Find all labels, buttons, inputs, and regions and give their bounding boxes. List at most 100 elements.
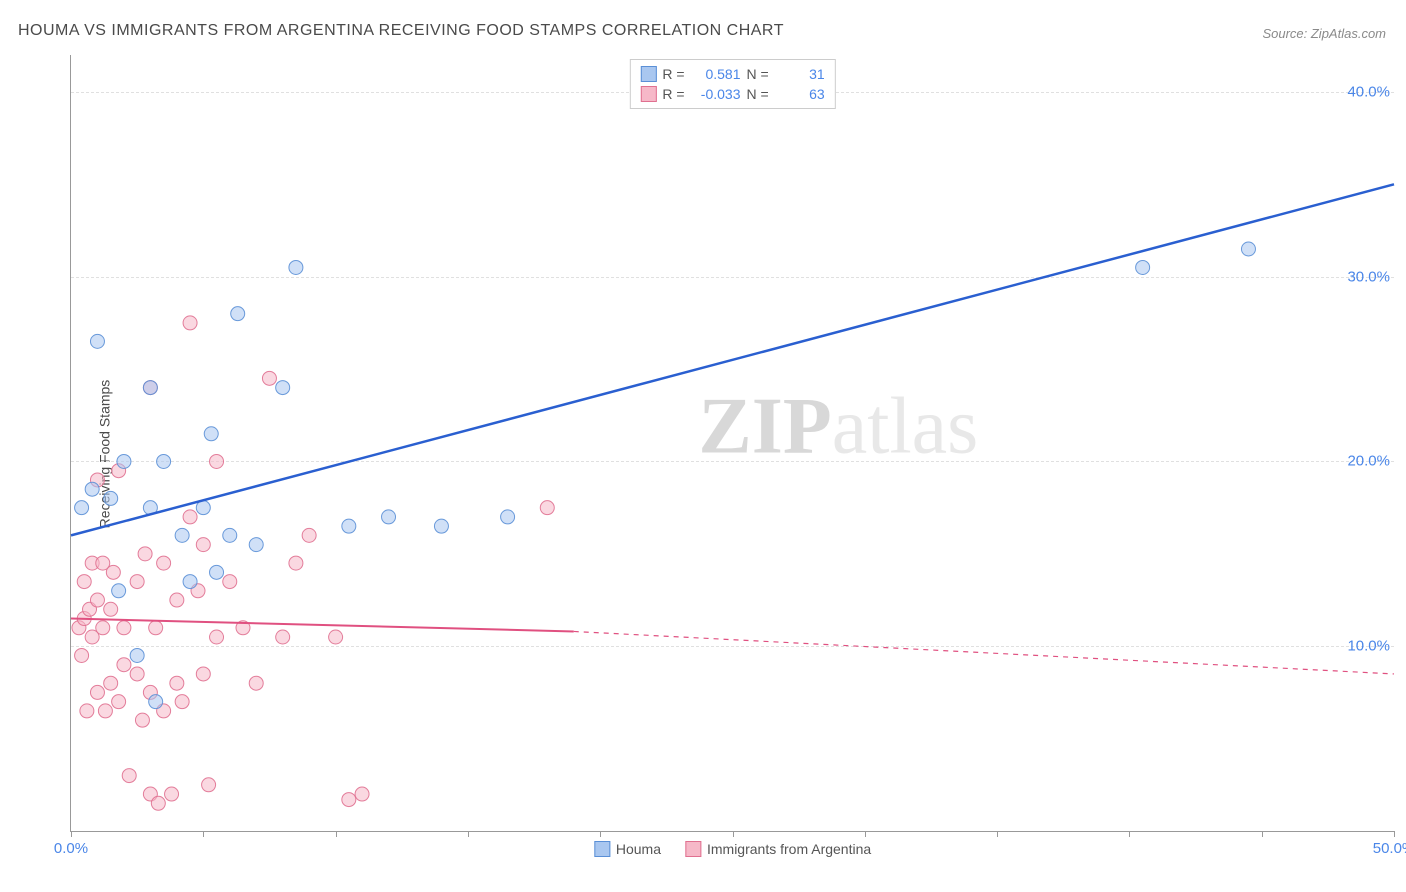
series-legend: Houma Immigrants from Argentina xyxy=(594,841,871,857)
scatter-point xyxy=(540,501,554,515)
x-tick xyxy=(600,831,601,837)
scatter-point xyxy=(149,695,163,709)
scatter-point xyxy=(196,667,210,681)
scatter-point xyxy=(75,648,89,662)
scatter-point xyxy=(170,593,184,607)
scatter-point xyxy=(96,621,110,635)
scatter-point xyxy=(276,381,290,395)
scatter-point xyxy=(249,676,263,690)
scatter-point xyxy=(231,307,245,321)
scatter-point xyxy=(175,528,189,542)
scatter-point xyxy=(104,676,118,690)
scatter-point xyxy=(80,704,94,718)
n-label: N = xyxy=(747,66,769,82)
swatch-pink xyxy=(685,841,701,857)
correlation-legend: R = 0.581 N = 31 R = -0.033 N = 63 xyxy=(629,59,835,109)
plot-region: ZIPatlas 10.0%20.0%30.0%40.0% 0.0%50.0% … xyxy=(70,55,1394,832)
scatter-point xyxy=(196,538,210,552)
x-tick xyxy=(71,831,72,837)
legend-item-argentina: Immigrants from Argentina xyxy=(685,841,871,857)
scatter-point xyxy=(112,695,126,709)
x-tick xyxy=(1129,831,1130,837)
scatter-point xyxy=(104,602,118,616)
scatter-point xyxy=(1136,260,1150,274)
x-tick xyxy=(336,831,337,837)
scatter-point xyxy=(210,454,224,468)
legend-label-houma: Houma xyxy=(616,841,661,857)
x-tick xyxy=(203,831,204,837)
scatter-point xyxy=(382,510,396,524)
scatter-point xyxy=(202,778,216,792)
scatter-point xyxy=(104,491,118,505)
scatter-point xyxy=(210,565,224,579)
scatter-point xyxy=(342,519,356,533)
r-label: R = xyxy=(662,86,684,102)
scatter-point xyxy=(130,667,144,681)
x-tick-label: 0.0% xyxy=(54,840,88,857)
scatter-point xyxy=(434,519,448,533)
x-tick-label: 50.0% xyxy=(1373,840,1406,857)
chart-area: Receiving Food Stamps ZIPatlas 10.0%20.0… xyxy=(50,55,1394,852)
scatter-point xyxy=(165,787,179,801)
scatter-point xyxy=(355,787,369,801)
scatter-point xyxy=(117,658,131,672)
scatter-point xyxy=(183,575,197,589)
swatch-pink xyxy=(640,86,656,102)
scatter-point xyxy=(175,695,189,709)
scatter-point xyxy=(90,685,104,699)
scatter-point xyxy=(223,528,237,542)
scatter-point xyxy=(143,381,157,395)
scatter-point xyxy=(276,630,290,644)
scatter-point xyxy=(329,630,343,644)
legend-label-argentina: Immigrants from Argentina xyxy=(707,841,871,857)
scatter-point xyxy=(135,713,149,727)
scatter-point xyxy=(210,630,224,644)
scatter-point xyxy=(90,334,104,348)
scatter-point xyxy=(151,796,165,810)
scatter-point xyxy=(342,793,356,807)
scatter-point xyxy=(77,575,91,589)
scatter-point xyxy=(157,556,171,570)
scatter-point xyxy=(289,556,303,570)
n-value-argentina: 63 xyxy=(775,86,825,102)
r-label: R = xyxy=(662,66,684,82)
swatch-blue xyxy=(594,841,610,857)
scatter-point xyxy=(130,648,144,662)
source-attribution: Source: ZipAtlas.com xyxy=(1262,26,1386,41)
scatter-point xyxy=(501,510,515,524)
r-value-argentina: -0.033 xyxy=(691,86,741,102)
scatter-point xyxy=(302,528,316,542)
scatter-point xyxy=(106,565,120,579)
x-tick xyxy=(865,831,866,837)
legend-row-houma: R = 0.581 N = 31 xyxy=(640,64,824,84)
x-tick xyxy=(733,831,734,837)
scatter-point xyxy=(157,454,171,468)
scatter-point xyxy=(75,501,89,515)
trend-line xyxy=(574,631,1394,673)
scatter-point xyxy=(117,621,131,635)
trend-line xyxy=(71,184,1394,535)
x-tick xyxy=(997,831,998,837)
scatter-point xyxy=(85,482,99,496)
r-value-houma: 0.581 xyxy=(691,66,741,82)
scatter-point xyxy=(249,538,263,552)
scatter-point xyxy=(122,769,136,783)
scatter-point xyxy=(138,547,152,561)
scatter-point xyxy=(262,371,276,385)
scatter-point xyxy=(130,575,144,589)
chart-title: HOUMA VS IMMIGRANTS FROM ARGENTINA RECEI… xyxy=(18,22,784,40)
scatter-point xyxy=(183,510,197,524)
scatter-point xyxy=(98,704,112,718)
x-tick xyxy=(468,831,469,837)
scatter-point xyxy=(149,621,163,635)
n-label: N = xyxy=(747,86,769,102)
x-tick xyxy=(1262,831,1263,837)
legend-item-houma: Houma xyxy=(594,841,661,857)
scatter-point xyxy=(117,454,131,468)
trend-line xyxy=(71,619,574,632)
scatter-point xyxy=(112,584,126,598)
scatter-point xyxy=(183,316,197,330)
plot-svg xyxy=(71,55,1394,831)
scatter-point xyxy=(289,260,303,274)
scatter-point xyxy=(170,676,184,690)
